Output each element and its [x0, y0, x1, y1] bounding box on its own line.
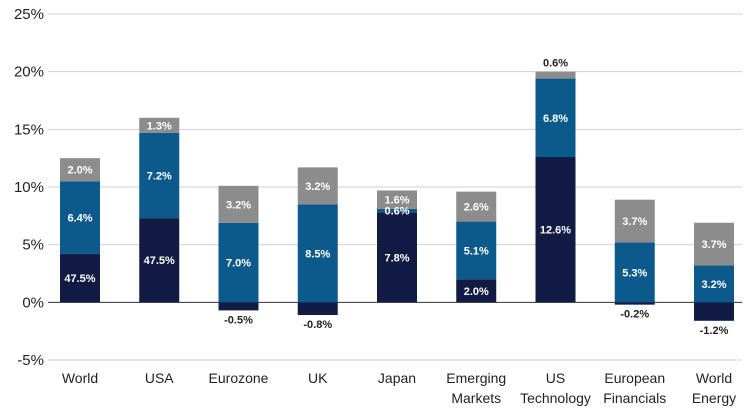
data-label: 12.6% — [540, 225, 571, 237]
data-label: 8.5% — [305, 248, 330, 260]
data-labels: 47.5% 6.4% 2.0% 47.5% 7.2% 1.3% -0.5% 7.0% 3.2% -… — [64, 58, 728, 337]
y-tick-label: 20% — [14, 64, 44, 81]
bar-segment-1 — [694, 265, 734, 303]
bar-segment-2 — [377, 190, 417, 209]
y-tick-label: 10% — [14, 179, 44, 196]
data-label: 5.3% — [622, 267, 647, 279]
bar-segment-0 — [297, 302, 338, 316]
data-label: 2.0% — [464, 286, 489, 298]
bar-segment-1 — [456, 221, 497, 280]
bar-segment-0 — [614, 302, 655, 305]
x-category-label: US — [546, 370, 565, 386]
data-label: 3.7% — [622, 216, 647, 228]
x-category-label: World — [696, 370, 732, 386]
bar-segment-2 — [694, 222, 734, 266]
data-label: 3.2% — [305, 181, 330, 193]
bar-segment-2 — [456, 191, 497, 222]
y-axis-ticks: -5% 0% 5% 10% 15% 20% 25% — [14, 6, 44, 369]
y-tick-label: 5% — [22, 237, 44, 254]
bar-segment-2 — [535, 71, 576, 79]
bar-segment-0 — [456, 279, 497, 303]
bar-segment-1 — [139, 132, 180, 219]
bar-segment-0 — [139, 218, 180, 303]
y-tick-label: -5% — [17, 352, 44, 369]
bars — [60, 71, 734, 321]
data-label: 47.5% — [144, 255, 175, 267]
x-axis-categories: World USA Eurozone UK Japan Emerging Markets US… — [62, 370, 736, 406]
data-label: 47.5% — [64, 273, 95, 285]
y-tick-label: 25% — [14, 6, 44, 23]
data-label: 2.0% — [67, 165, 92, 177]
data-label: 0.6% — [384, 206, 409, 218]
data-label: -1.2% — [700, 325, 729, 337]
bar-segment-0 — [60, 253, 100, 303]
bar-segment-0 — [377, 212, 417, 303]
data-label: 6.4% — [67, 213, 92, 225]
x-category-label: Emerging — [446, 370, 506, 386]
bar-segment-1 — [377, 208, 417, 213]
data-label: 0.6% — [543, 58, 568, 70]
x-category-label: UK — [308, 370, 328, 386]
x-category-label: Markets — [451, 390, 501, 406]
data-label: 6.8% — [543, 113, 568, 125]
bar-segment-2 — [60, 158, 100, 182]
bar-segment-1 — [297, 204, 338, 303]
bar-segment-0 — [535, 157, 576, 303]
y-tick-label: 15% — [14, 121, 44, 138]
data-label: 2.6% — [464, 202, 489, 214]
data-label: -0.2% — [620, 309, 649, 321]
x-category-label: European — [604, 370, 665, 386]
bar-segment-1 — [535, 78, 576, 158]
data-label: 7.0% — [226, 258, 251, 270]
bar-segment-2 — [297, 167, 338, 205]
bar-segment-1 — [60, 181, 100, 254]
bar-segment-2 — [218, 185, 259, 223]
bar-segment-1 — [614, 242, 655, 303]
data-label: 7.8% — [384, 252, 409, 264]
x-category-label: USA — [145, 370, 174, 386]
data-label: 3.2% — [226, 199, 251, 211]
data-label: 5.1% — [464, 245, 489, 257]
data-label: 3.2% — [701, 279, 726, 291]
bar-segment-2 — [139, 117, 180, 133]
y-tick-label: 0% — [22, 294, 44, 311]
x-category-label: Japan — [378, 370, 416, 386]
data-label: 7.2% — [147, 170, 172, 182]
x-category-label: Eurozone — [209, 370, 269, 386]
x-category-label: Energy — [692, 390, 736, 406]
bar-segment-0 — [218, 302, 259, 311]
bar-segment-1 — [218, 222, 259, 303]
data-label: 3.7% — [701, 239, 726, 251]
bar-segment-0 — [694, 302, 734, 321]
x-category-label: Technology — [520, 390, 591, 406]
x-category-label: World — [62, 370, 98, 386]
x-category-label: Financials — [603, 390, 666, 406]
data-label: 1.3% — [147, 120, 172, 132]
bar-segment-2 — [614, 199, 655, 243]
data-label: 1.6% — [384, 195, 409, 207]
data-label: -0.5% — [224, 314, 253, 326]
data-label: -0.8% — [303, 319, 332, 331]
